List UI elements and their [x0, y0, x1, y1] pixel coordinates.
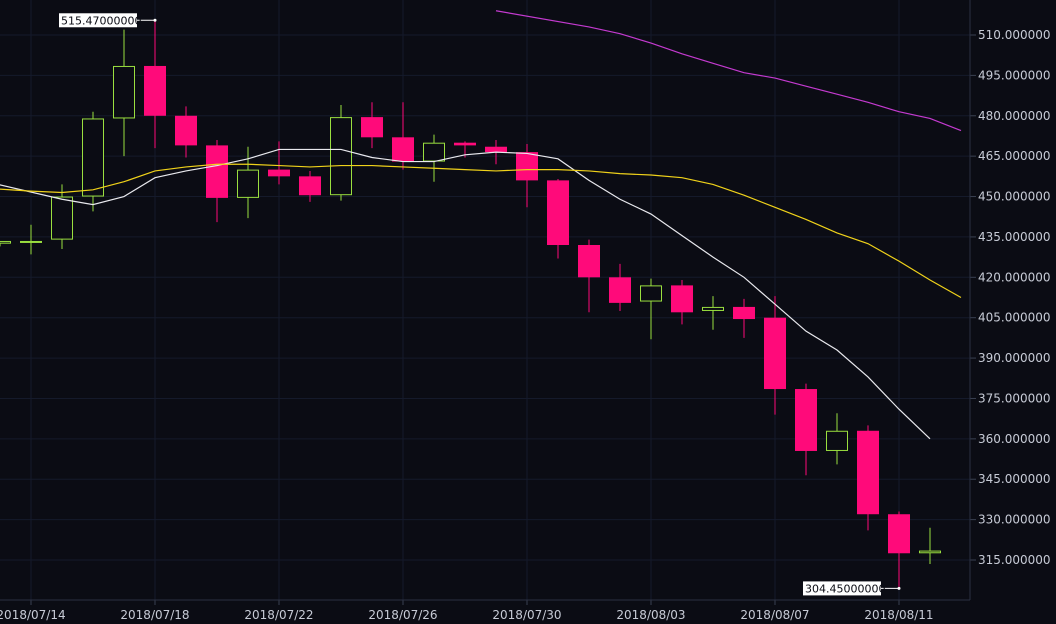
candle-body	[857, 430, 879, 515]
candle-down	[609, 263, 631, 311]
candle-body	[516, 152, 538, 181]
annotation-label: 304.45000000	[805, 582, 885, 595]
candle-up	[826, 413, 848, 465]
annotation-point	[153, 18, 157, 22]
candle-down	[299, 170, 321, 202]
low-price-annotation: 304.45000000	[803, 581, 901, 596]
ma-line-3	[495, 10, 962, 132]
annotation-label-background	[59, 13, 137, 28]
y-tick-label: 330.000000	[978, 513, 1051, 527]
y-tick-label: 315.000000	[978, 553, 1051, 567]
candle-body	[51, 196, 73, 240]
x-tick-label: 2018/07/22	[244, 608, 313, 622]
candle-body	[547, 180, 569, 245]
candle-body	[0, 240, 11, 244]
candle-down	[268, 141, 290, 185]
moving-average-lines	[0, 10, 962, 440]
y-tick-label: 465.000000	[978, 149, 1051, 163]
candle-body	[485, 146, 507, 153]
candle-up	[423, 134, 445, 182]
candle-up	[82, 111, 104, 212]
y-tick-label: 375.000000	[978, 391, 1051, 405]
candle-down	[888, 511, 910, 589]
y-tick-label: 480.000000	[978, 109, 1051, 123]
candle-body	[609, 277, 631, 303]
candle-down	[144, 20, 166, 149]
ma-line-2	[0, 163, 962, 299]
x-tick-label: 2018/07/18	[120, 608, 189, 622]
candle-body	[702, 306, 724, 311]
candle-body	[113, 65, 135, 119]
y-tick-label: 360.000000	[978, 432, 1051, 446]
price-annotations: 515.47000000 304.45000000	[59, 13, 901, 596]
candle-up	[919, 527, 941, 565]
candle-body	[795, 389, 817, 451]
candle-down	[392, 102, 414, 170]
x-tick-label: 2018/08/11	[864, 608, 933, 622]
candle-down	[671, 280, 693, 325]
candle-body	[764, 317, 786, 390]
candle-body	[454, 142, 476, 146]
candle-down	[795, 383, 817, 476]
annotation-label-background	[803, 581, 881, 596]
candle-body	[330, 117, 352, 196]
candle-up	[51, 184, 73, 250]
x-tick-label: 2018/07/14	[0, 608, 66, 622]
y-tick-label: 450.000000	[978, 190, 1051, 204]
ma-line-1	[0, 148, 931, 440]
y-tick-label: 420.000000	[978, 270, 1051, 284]
candle-body	[361, 117, 383, 138]
candles	[0, 20, 941, 589]
candle-down	[361, 102, 383, 149]
candle-up	[640, 278, 662, 340]
x-tick-label: 2018/07/30	[492, 608, 561, 622]
candle-body	[888, 514, 910, 554]
y-tick-label: 390.000000	[978, 351, 1051, 365]
candle-body	[733, 306, 755, 320]
candle-down	[547, 179, 569, 259]
candle-body	[175, 115, 197, 146]
candle-body	[392, 137, 414, 162]
candle-body	[826, 430, 848, 451]
y-tick-label: 345.000000	[978, 472, 1051, 486]
candle-body	[423, 142, 445, 162]
x-tick-label: 2018/08/03	[616, 608, 685, 622]
candle-down	[578, 239, 600, 313]
candle-down	[764, 296, 786, 415]
candle-down	[175, 106, 197, 158]
candle-body	[671, 285, 693, 313]
candle-body	[578, 245, 600, 278]
x-tick-label: 2018/08/07	[740, 608, 809, 622]
candle-down	[733, 298, 755, 338]
candle-body	[919, 550, 941, 554]
high-price-annotation: 515.47000000	[59, 13, 157, 28]
y-tick-label: 405.000000	[978, 311, 1051, 325]
annotation-point	[897, 586, 901, 590]
candle-body	[144, 65, 166, 116]
candle-up	[20, 224, 42, 255]
candle-up	[0, 240, 11, 247]
candle-body	[268, 169, 290, 177]
x-tick-label: 2018/07/26	[368, 608, 437, 622]
y-tick-label: 495.000000	[978, 68, 1051, 82]
candle-down	[516, 144, 538, 208]
candle-body	[20, 240, 42, 243]
candle-up	[702, 296, 724, 330]
candle-body	[82, 118, 104, 197]
candle-body	[237, 169, 259, 198]
y-tick-label: 435.000000	[978, 230, 1051, 244]
y-tick-label: 510.000000	[978, 28, 1051, 42]
annotation-label: 515.47000000	[61, 14, 141, 27]
candle-down	[206, 140, 228, 223]
candle-up	[113, 29, 135, 157]
candle-up	[330, 105, 352, 201]
candle-body	[299, 176, 321, 196]
candle-body	[206, 145, 228, 198]
candle-down	[857, 425, 879, 531]
candle-body	[640, 285, 662, 302]
